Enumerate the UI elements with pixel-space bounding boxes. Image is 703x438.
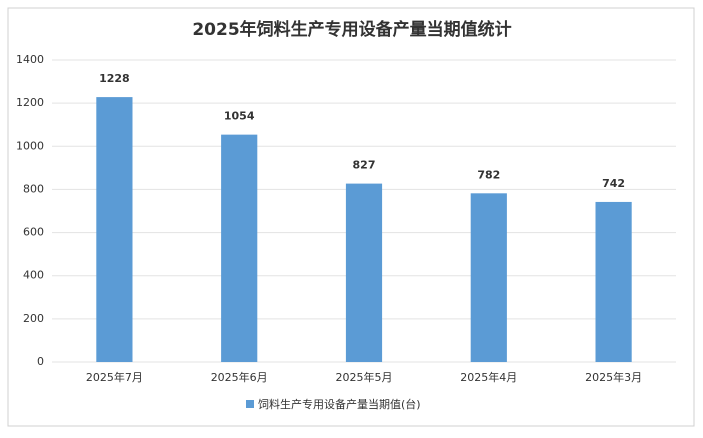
bar [470, 193, 507, 362]
x-tick-label: 2025年4月 [460, 370, 517, 384]
data-label: 827 [353, 159, 376, 172]
legend-label: 饲料生产专用设备产量当期值(台) [258, 397, 421, 411]
x-tick-label: 2025年7月 [86, 370, 143, 384]
data-label: 1228 [99, 72, 130, 85]
bar [595, 201, 632, 362]
y-tick-label: 0 [37, 355, 44, 368]
chart-title: 2025年饲料生产专用设备产量当期值统计 [192, 19, 511, 40]
y-tick-label: 600 [23, 226, 44, 239]
legend-swatch [246, 400, 254, 408]
data-label: 782 [477, 168, 500, 181]
bar [345, 183, 383, 362]
y-tick-label: 1000 [16, 139, 44, 152]
y-tick-label: 200 [23, 312, 44, 325]
bar [221, 134, 258, 362]
x-tick-label: 2025年3月 [585, 370, 642, 384]
bar [96, 97, 133, 363]
y-tick-label: 400 [23, 269, 44, 282]
y-tick-label: 1200 [16, 96, 44, 109]
x-tick-label: 2025年5月 [336, 370, 393, 384]
data-label: 1054 [224, 110, 255, 123]
data-label: 742 [602, 177, 625, 190]
y-tick-label: 800 [23, 182, 44, 195]
y-tick-label: 1400 [16, 53, 44, 66]
x-tick-label: 2025年6月 [211, 370, 268, 384]
